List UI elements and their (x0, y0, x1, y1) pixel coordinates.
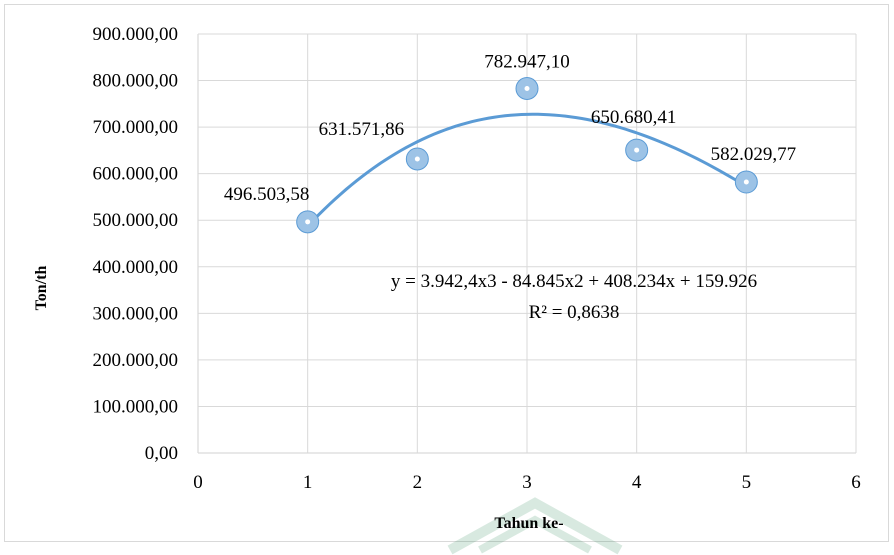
r-squared-label: R² = 0,8638 (529, 302, 620, 323)
x-tick-label: 3 (522, 472, 532, 493)
x-tick-label: 6 (851, 472, 861, 493)
y-tick-label: 600.000,00 (93, 164, 179, 185)
y-tick-label: 800.000,00 (93, 71, 179, 92)
y-tick-label: 900.000,00 (93, 24, 179, 45)
data-point-center (634, 147, 640, 153)
trendline-curve (306, 112, 748, 228)
watermark-logo (447, 497, 623, 555)
trendline-equation: y = 3.942,4x3 - 84.845x2 + 408.234x + 15… (391, 271, 757, 292)
data-label: 496.503,58 (224, 184, 310, 205)
axes (197, 34, 856, 454)
x-tick-label: 4 (632, 472, 642, 493)
y-tick-label: 500.000,00 (93, 210, 179, 231)
data-point-center (524, 85, 530, 91)
x-tick-label: 2 (413, 472, 423, 493)
y-axis-title: Ton/th (33, 266, 50, 311)
x-tick-label: 5 (742, 472, 752, 493)
y-tick-label: 300.000,00 (93, 303, 179, 324)
trendline-layer (306, 112, 748, 228)
y-tick-label: 700.000,00 (93, 117, 179, 138)
x-tick-labels: 0 1 2 3 4 5 6 (193, 472, 861, 493)
data-point-center (743, 179, 749, 185)
data-labels: 496.503,58 631.571,86 782.947,10 650.680,41… (224, 51, 796, 204)
data-label: 782.947,10 (484, 51, 570, 72)
data-points (296, 76, 758, 234)
y-tick-labels: 0,00 100.000,00 200.000,00 300.000,00 400.00… (93, 24, 179, 464)
y-tick-label: 0,00 (145, 443, 178, 464)
x-tick-label: 0 (193, 472, 203, 493)
data-label: 631.571,86 (319, 119, 405, 140)
y-tick-label: 400.000,00 (93, 257, 179, 278)
x-tick-label: 1 (303, 472, 313, 493)
x-axis-title: Tahun ke- (494, 515, 563, 532)
y-tick-label: 200.000,00 (93, 350, 179, 371)
data-label: 582.029,77 (711, 144, 797, 165)
data-point-center (305, 219, 311, 225)
data-point-center (414, 156, 420, 162)
chart-area (4, 4, 889, 542)
y-tick-label: 100.000,00 (93, 396, 179, 417)
data-label: 650.680,41 (591, 107, 677, 128)
